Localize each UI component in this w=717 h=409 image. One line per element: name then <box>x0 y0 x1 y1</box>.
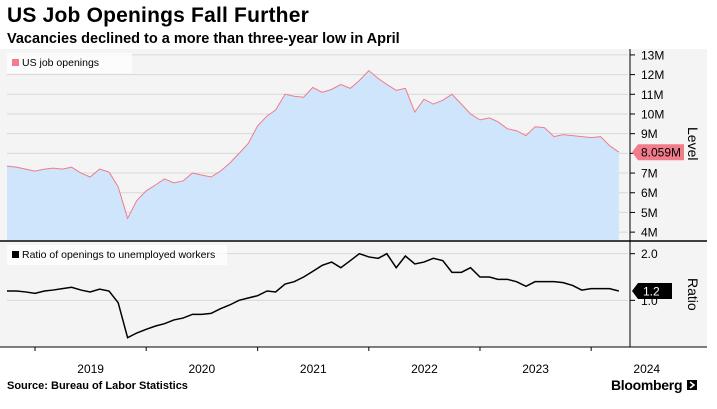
xtick-label: 2019 <box>77 362 104 376</box>
xtick-label: 2024 <box>633 362 660 376</box>
brand-text: Bloomberg <box>611 377 683 393</box>
ytick-label-level: 5M <box>641 206 658 220</box>
ytick-label-level: 6M <box>641 186 658 200</box>
last-value-label-ratio: 1.2 <box>643 285 660 299</box>
legend-box-openings <box>7 53 132 73</box>
bloomberg-logo: Bloomberg <box>611 377 698 393</box>
ytick-label-level: 12M <box>641 68 664 82</box>
openings-area <box>7 70 619 240</box>
terminal-icon <box>686 380 697 390</box>
legend-label-ratio: Ratio of openings to unemployed workers <box>22 249 215 261</box>
last-value-callout-ratio <box>632 283 672 299</box>
openings-line <box>6 69 620 220</box>
xtick-label: 2023 <box>522 362 549 376</box>
chart-title: US Job Openings Fall Further <box>7 4 309 27</box>
ytick-label-level: 4M <box>641 226 658 240</box>
legend-box-ratio <box>7 245 227 265</box>
xtick-label: 2020 <box>188 362 215 376</box>
ytick-label-level: 9M <box>641 127 658 141</box>
axis-title-level: Level <box>685 127 701 160</box>
legend-swatch-ratio <box>12 251 19 258</box>
ytick-label-level: 13M <box>641 48 664 62</box>
ytick-label-level: 11M <box>641 88 663 102</box>
last-value-label-level: 8.059M <box>641 146 681 160</box>
source-note: Source: Bureau of Labor Statistics <box>7 380 188 392</box>
last-value-callout-level <box>632 144 684 161</box>
ytick-label-level: 7M <box>641 167 658 181</box>
legend-label-openings: US job openings <box>22 57 99 69</box>
ytick-label-ratio: 2.0 <box>641 247 658 261</box>
legend-swatch-openings <box>12 59 19 66</box>
axis-title-ratio: Ratio <box>685 278 701 311</box>
ratio-line <box>7 252 620 339</box>
ytick-label-level: 10M <box>641 107 664 121</box>
chart-subtitle: Vacancies declined to a more than three-… <box>7 31 400 47</box>
xtick-label: 2021 <box>300 362 327 376</box>
xtick-label: 2022 <box>411 362 438 376</box>
